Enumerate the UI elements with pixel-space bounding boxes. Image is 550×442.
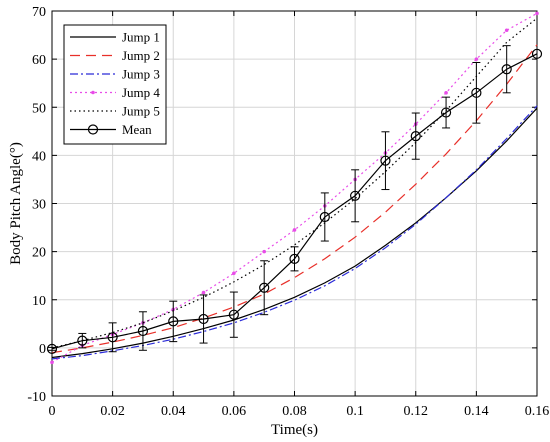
legend: Jump 1 Jump 2 Jump 3 Jump 4 Jump 5 Mean (63, 24, 167, 145)
data-point-mean (471, 87, 482, 98)
data-point-mean (198, 313, 209, 325)
x-tick-label: 0.12 (404, 404, 429, 419)
y-tick-label: 10 (32, 294, 46, 309)
y-tick-label: 20 (32, 246, 46, 261)
data-point-mean (380, 155, 391, 166)
data-point-mean (259, 282, 270, 293)
y-tick-label: 30 (32, 198, 46, 213)
legend-label-jump-5: Jump 5 (122, 104, 160, 119)
series-line-jump-1 (51, 107, 538, 359)
legend-box (63, 24, 167, 145)
series-line-jump-2 (51, 44, 538, 354)
data-point-mean (228, 309, 239, 320)
legend-label-jump-1: Jump 1 (122, 30, 160, 45)
data-point-jump-4 (50, 360, 54, 365)
data-point-mean (531, 48, 543, 59)
y-tick-label: -10 (27, 390, 46, 405)
x-tick-label: 0.14 (464, 404, 489, 419)
legend-marker-jump-4 (91, 90, 95, 95)
legend-marker-mean (87, 124, 99, 135)
y-tick-label: 0 (39, 342, 46, 357)
legend-label-jump-4: Jump 4 (122, 85, 160, 100)
data-point-mean (410, 131, 421, 142)
series-line-jump-3 (51, 105, 538, 360)
data-point-mean (440, 107, 452, 118)
data-point-jump-4 (444, 91, 448, 95)
data-point-jump-4 (232, 271, 236, 276)
data-point-mean (319, 211, 330, 223)
legend-label-jump-2: Jump 2 (122, 48, 160, 63)
y-tick-label: 40 (32, 149, 46, 164)
y-tick-label: 70 (32, 5, 46, 20)
data-point-mean (168, 316, 179, 327)
data-point-mean (46, 343, 58, 354)
x-tick-label: 0.02 (100, 404, 125, 419)
series-layer (46, 11, 543, 365)
legend-label-jump-3: Jump 3 (122, 67, 160, 82)
data-point-jump-4 (504, 28, 509, 33)
axis-ticks: 0 0.02 0.04 0.06 0.08 0.1 0.12 0.14 0.16-1001020… (27, 5, 549, 419)
legend-label-mean: Mean (122, 122, 152, 137)
x-tick-label: 0.16 (525, 404, 550, 419)
x-tick-label: 0 (49, 404, 56, 419)
data-point-mean (77, 335, 88, 346)
data-point-jump-4 (535, 11, 539, 16)
data-point-mean (107, 332, 118, 343)
series-line-mean (51, 53, 538, 350)
x-tick-label: 0.1 (346, 404, 364, 419)
data-point-mean (137, 325, 149, 337)
data-point-mean (289, 253, 300, 264)
data-point-jump-4 (201, 290, 206, 295)
y-tick-label: 50 (32, 101, 46, 116)
data-point-jump-4 (292, 228, 297, 232)
y-axis-title: Body Pitch Angle(°) (8, 142, 24, 265)
x-tick-label: 0.08 (282, 404, 307, 419)
x-tick-label: 0.06 (222, 404, 247, 419)
data-point-mean (501, 64, 512, 75)
data-point-jump-4 (474, 57, 479, 61)
y-tick-label: 60 (32, 53, 46, 68)
data-point-jump-4 (262, 249, 266, 254)
x-axis-title: Time(s) (271, 422, 318, 438)
data-point-mean (350, 190, 361, 201)
x-tick-label: 0.04 (161, 404, 186, 419)
